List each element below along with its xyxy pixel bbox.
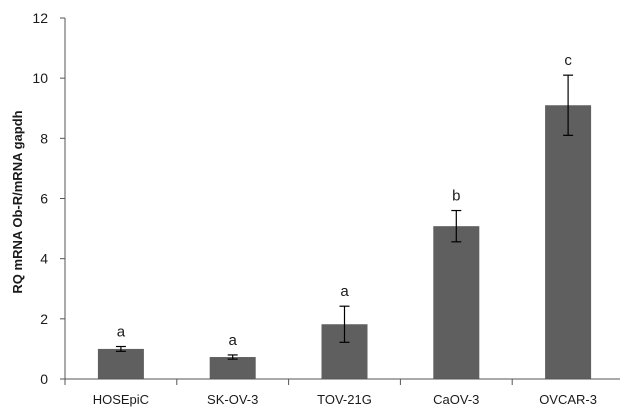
y-axis-title: RQ mRNA Ob-R/mRNA gapdh — [10, 110, 25, 293]
bar — [209, 357, 256, 379]
x-category-label: CaOV-3 — [433, 392, 479, 407]
significance-label: a — [340, 283, 349, 300]
y-tick-label: 4 — [40, 251, 48, 267]
x-category-label: OVCAR-3 — [539, 392, 597, 407]
y-tick-label: 2 — [40, 311, 48, 327]
x-category-label: SK-OV-3 — [207, 392, 258, 407]
x-category-label: HOSEpiC — [93, 392, 149, 407]
y-axis: 0 2 4 6 8 10 12 — [32, 10, 66, 387]
y-tick-label: 6 — [40, 191, 48, 207]
bar — [545, 105, 592, 379]
bars-group: a a a b c — [97, 52, 592, 379]
significance-label: a — [229, 332, 238, 349]
significance-label: b — [452, 188, 460, 205]
significance-label: a — [117, 324, 126, 341]
bar — [433, 226, 480, 379]
significance-label: c — [564, 52, 572, 69]
x-axis: HOSEpiC SK-OV-3 TOV-21G CaOV-3 OVCAR-3 — [64, 378, 620, 407]
bar — [97, 348, 144, 379]
x-category-label: TOV-21G — [317, 392, 372, 407]
y-tick-label: 8 — [40, 130, 48, 146]
y-tick-label: 0 — [40, 371, 48, 387]
y-tick-label: 12 — [32, 10, 48, 26]
y-tick-label: 10 — [32, 70, 48, 86]
